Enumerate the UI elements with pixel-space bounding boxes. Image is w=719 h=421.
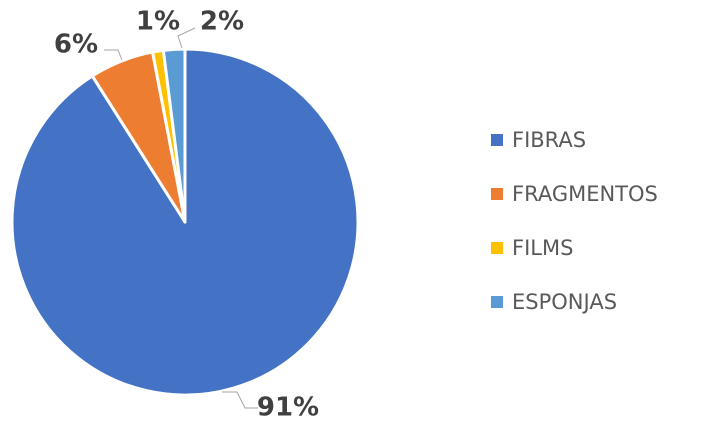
legend-label: FIBRAS <box>512 128 586 152</box>
legend-swatch <box>491 188 503 200</box>
leader-line <box>222 391 258 409</box>
data-label: 91% <box>257 393 319 421</box>
legend-swatch <box>491 296 503 308</box>
legend-swatch <box>491 242 503 254</box>
data-label: 1% <box>136 7 180 37</box>
leader-line <box>104 49 123 61</box>
legend-label: FRAGMENTOS <box>512 182 658 206</box>
leader-line <box>177 27 196 49</box>
legend-label: ESPONJAS <box>512 290 617 314</box>
data-label: 6% <box>54 30 98 60</box>
legend-swatch <box>491 134 503 146</box>
legend-label: FILMS <box>512 236 573 260</box>
data-label: 2% <box>200 7 244 37</box>
pie-slice <box>161 47 187 224</box>
